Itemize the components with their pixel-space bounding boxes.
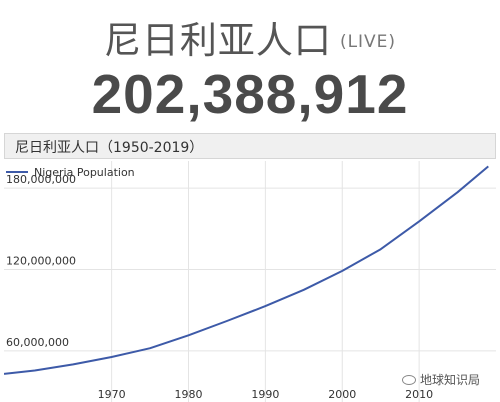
page-title: 尼日利亚人口 (103, 19, 332, 62)
wechat-icon (402, 375, 416, 385)
watermark-text: 地球知识局 (420, 373, 481, 387)
x-tick-label: 2000 (328, 388, 356, 401)
legend-label: Nigeria Population (34, 166, 135, 179)
chart-title-bar: 尼日利亚人口（1950-2019） (4, 133, 496, 159)
chart-panel: 60,000,000 120,000,000 180,000,000 1970 1980… (4, 133, 496, 402)
x-tick-label: 1990 (251, 388, 279, 401)
y-tick-label: 180,000,000 (6, 173, 76, 186)
watermark: 地球知识局 (402, 371, 480, 388)
x-tick-label: 1980 (175, 388, 203, 401)
chart-title: 尼日利亚人口（1950-2019） (15, 140, 204, 156)
population-chart: 60,000,000 120,000,000 180,000,000 1970 1980… (4, 161, 496, 402)
title-line: 尼日利亚人口 (LIVE) (0, 10, 500, 64)
x-tick-label: 1970 (98, 388, 126, 401)
series-line (4, 165, 489, 375)
y-tick-label: 120,000,000 (6, 255, 76, 268)
y-tick-label: 60,000,000 (6, 336, 69, 349)
header: 尼日利亚人口 (LIVE) 202,388,912 (0, 0, 500, 128)
population-counter: 202,388,912 (91, 63, 409, 125)
x-tick-label: 2010 (405, 388, 433, 401)
live-label: (LIVE) (339, 32, 397, 52)
